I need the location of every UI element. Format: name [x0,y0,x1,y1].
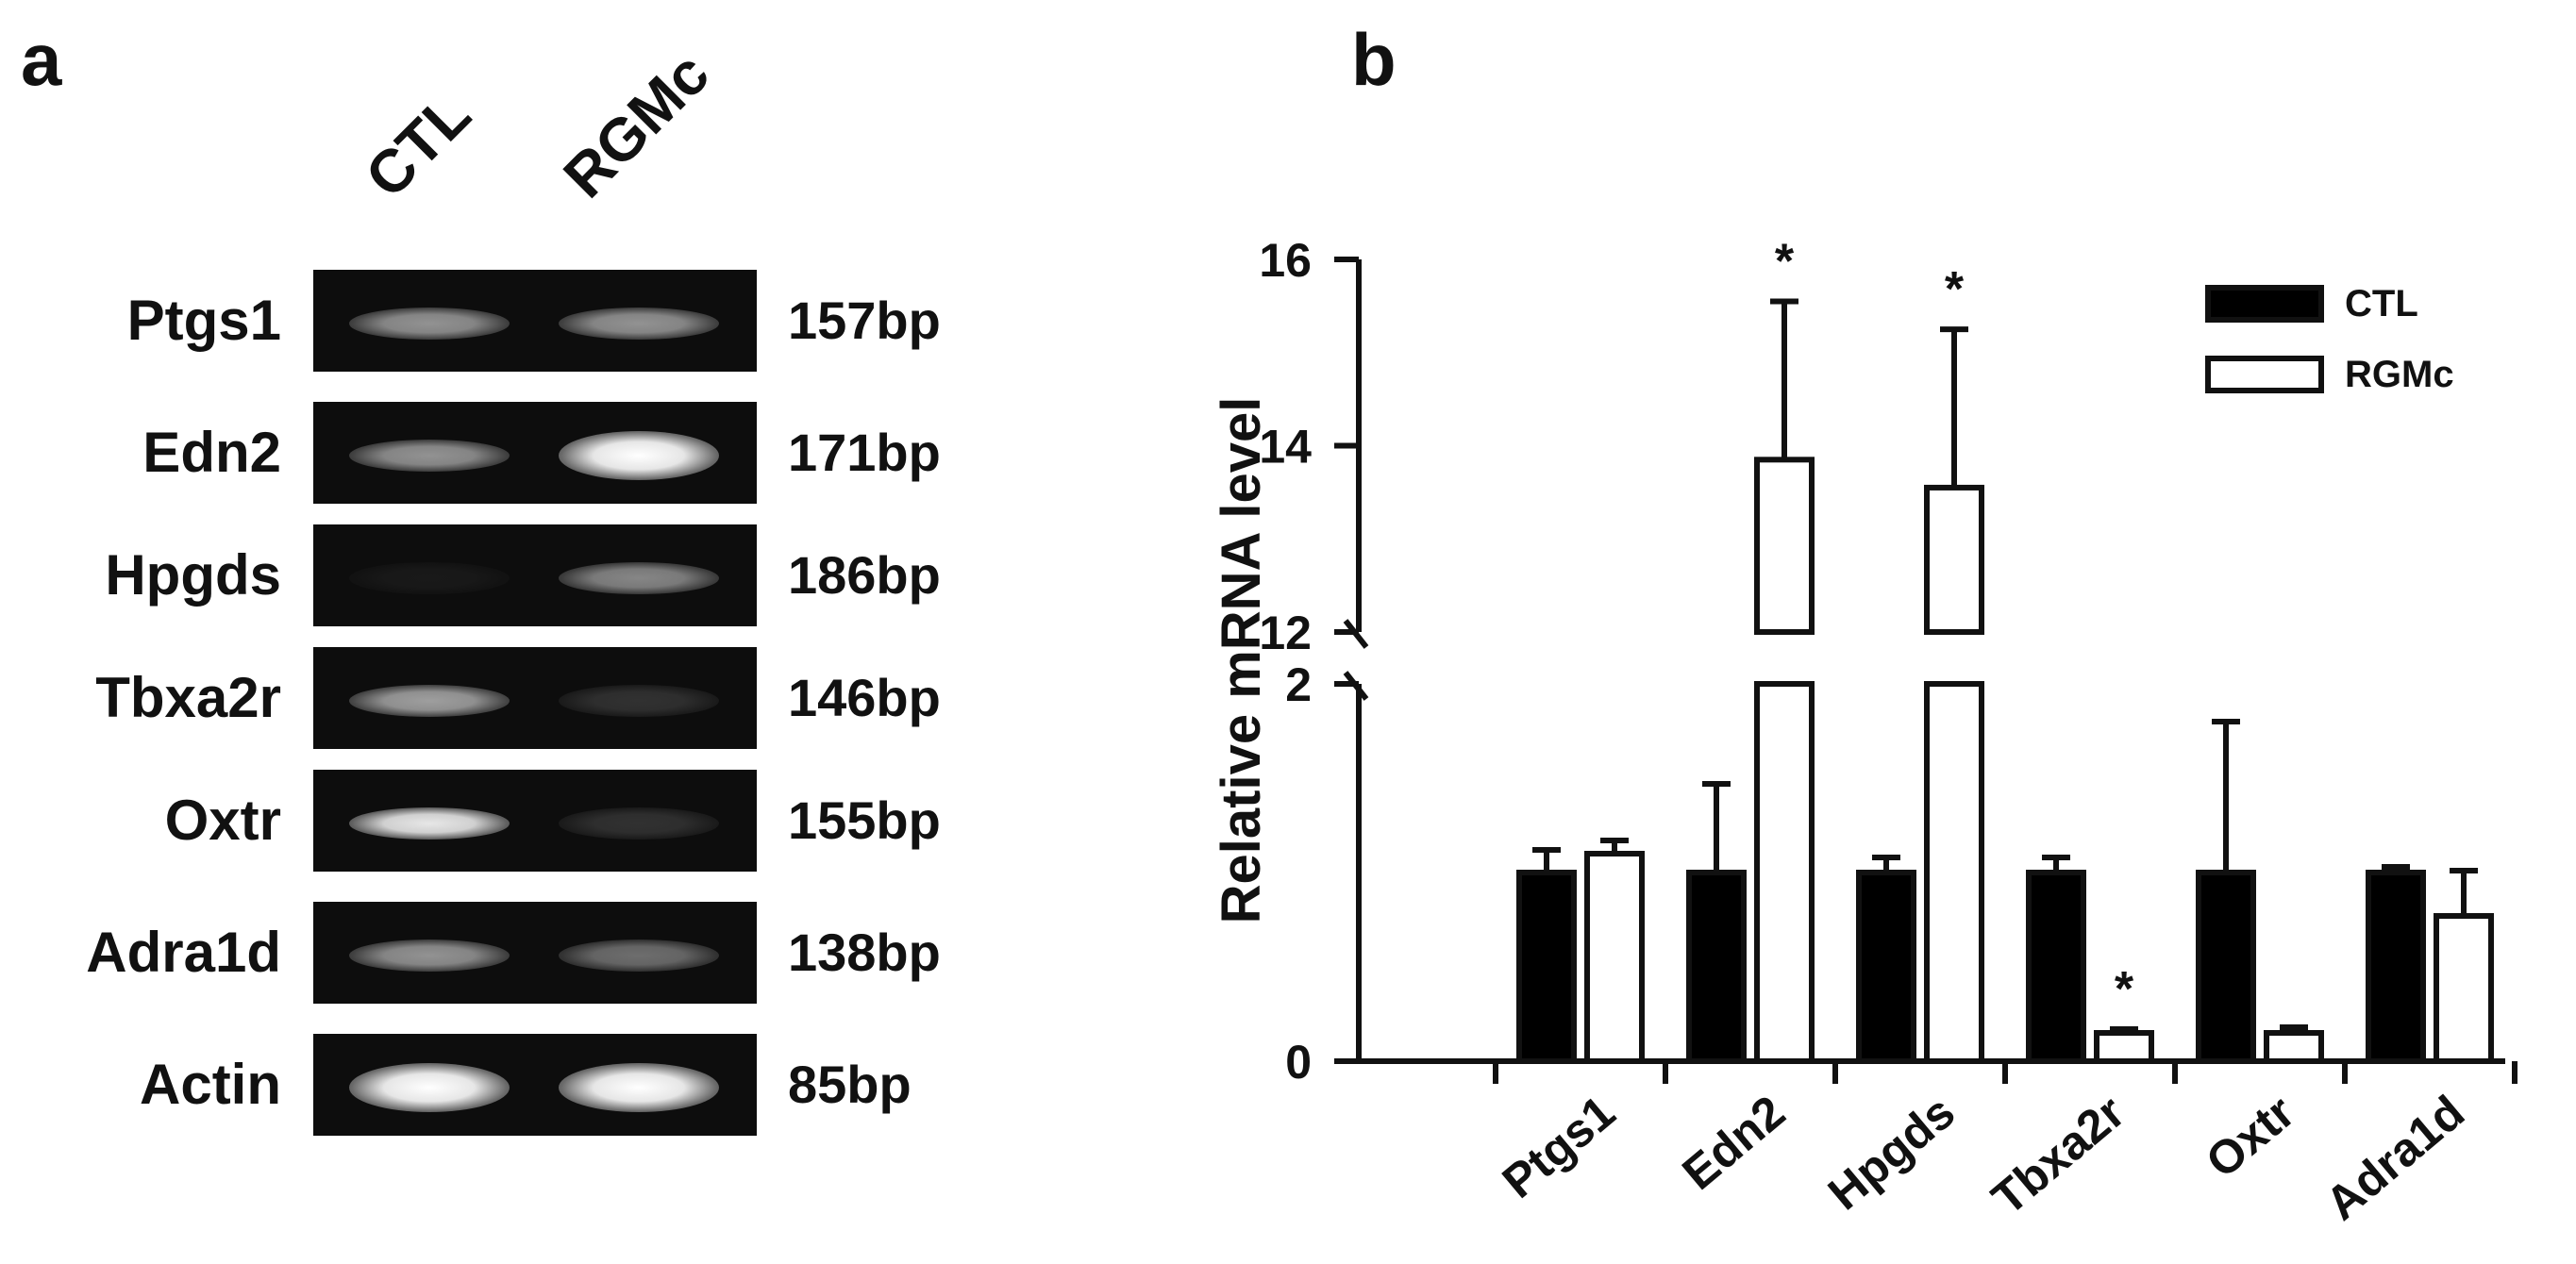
band-rgmc [559,685,719,717]
gel-row: Adra1d 138bp [0,896,991,1009]
gene-label: Tbxa2r [95,666,281,729]
bar-rgmc [2264,1030,2324,1064]
band-ctl [349,1063,510,1112]
bar-ctl [1516,870,1577,1064]
bar-rgmc [2094,1030,2154,1064]
band-ctl [349,440,510,472]
legend-label-rgmc: RGMc [2345,354,2454,395]
lane-header-ctl: CTL [352,79,484,211]
band-rgmc [559,562,719,594]
band-size-label: 155bp [788,790,941,850]
band-ctl [349,562,510,594]
gel-row: Hpgds 186bp [0,519,991,632]
band-size-label: 146bp [788,668,941,727]
lane-header-rgmc: RGMc [550,39,723,211]
panel-b-letter: b [1351,18,1397,101]
y-tick-label: 0 [1285,1036,1312,1089]
bar-ctl [2026,870,2086,1064]
gel-lane-box [313,770,757,872]
gel-lane-box [313,402,757,504]
band-rgmc [559,940,719,972]
gene-label: Actin [140,1053,281,1116]
significance-star: * [2115,962,2134,1017]
gel-row: Actin 85bp [0,1028,991,1141]
band-size-label: 186bp [788,545,941,605]
gel-row: Ptgs1 157bp [0,264,991,377]
x-tick-label: Adra1d [2316,1086,2474,1231]
x-tick-label: Oxtr [2196,1086,2304,1189]
gel-row: Oxtr 155bp [0,764,991,877]
bar-ctl [1856,870,1916,1064]
gel-lane-box [313,647,757,749]
bar-rgmc [1584,851,1645,1064]
band-size-label: 157bp [788,291,941,350]
gel-lane-box [313,1034,757,1136]
band-size-label: 171bp [788,423,941,482]
bar-rgmc-lower [1924,681,1984,1064]
bar-rgmc [2434,913,2494,1064]
band-rgmc [559,431,719,480]
band-rgmc [559,308,719,340]
panel-a-letter: a [21,18,62,101]
x-tick-label: Hpgds [1818,1086,1965,1221]
y-tick-label: 14 [1259,421,1312,474]
x-tick-label: Tbxa2r [1982,1086,2134,1225]
bar-ctl [1686,870,1747,1064]
gel-lane-box [313,270,757,372]
significance-star: * [1775,234,1795,289]
bar-ctl [2366,870,2426,1064]
bar-rgmc-lower [1754,681,1815,1064]
gene-label: Hpgds [105,543,281,607]
bar-chart: 0 212 14 16 Relative mRNA level Ptgs1 * Edn2 * Hp… [1211,234,2517,1231]
significance-star: * [1945,262,1965,317]
band-ctl [349,308,510,340]
band-rgmc [559,1063,719,1112]
x-tick-label: Edn2 [1672,1086,1795,1200]
gel-lane-box [313,524,757,626]
band-ctl [349,807,510,840]
y-tick-label: 12 [1259,607,1312,659]
gene-label: Adra1d [86,921,281,984]
y-axis-label: Relative mRNA level [1211,397,1272,924]
gene-label: Ptgs1 [126,289,281,352]
band-rgmc [559,807,719,840]
y-tick-label: 16 [1259,234,1312,287]
band-ctl [349,685,510,717]
legend-swatch-ctl [2205,285,2324,323]
legend-label-ctl: CTL [2345,283,2418,324]
gel-row: Tbxa2r 146bp [0,641,991,755]
y-tick-label: 2 [1285,658,1312,711]
bar-ctl [2196,870,2256,1064]
band-size-label: 85bp [788,1055,912,1114]
bar-rgmc-upper [1754,457,1815,635]
gene-label: Oxtr [164,789,281,852]
band-size-label: 138bp [788,923,941,982]
legend-swatch-rgmc [2205,356,2324,393]
gel-row: Edn2 171bp [0,396,991,509]
x-tick-label: Ptgs1 [1493,1086,1625,1208]
gene-label: Edn2 [142,421,281,484]
bar-rgmc-upper [1924,484,1984,635]
band-ctl [349,940,510,972]
gel-lane-box [313,902,757,1004]
